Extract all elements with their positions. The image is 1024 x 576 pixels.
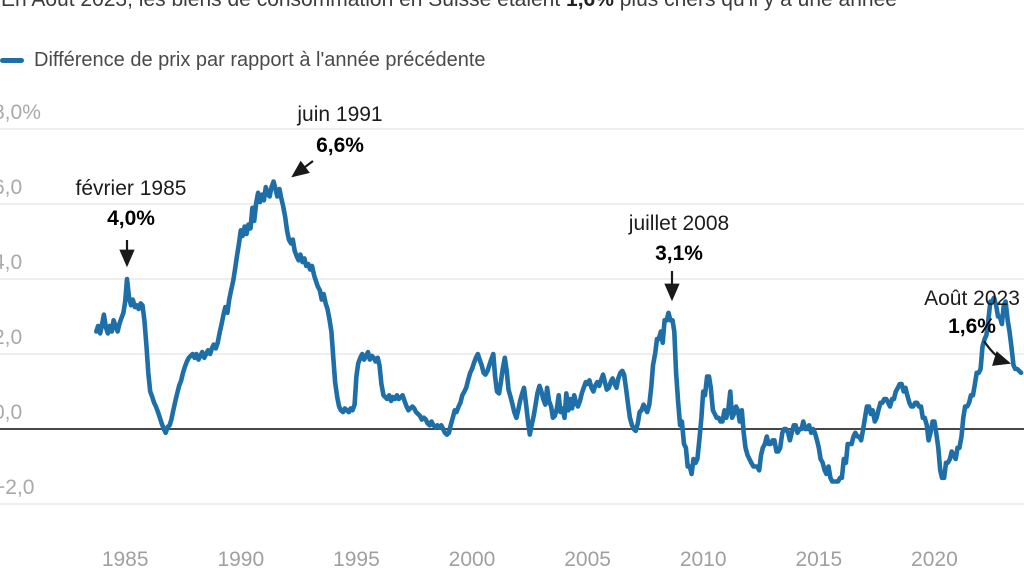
y-tick-label: −2,0	[0, 476, 35, 499]
y-tick-label: 0,0	[0, 401, 23, 424]
annotation-arrow-jun-1991	[291, 160, 314, 178]
x-tick-label: 2020	[911, 548, 958, 571]
y-tick-label: 4,0	[0, 251, 23, 274]
x-tick-label: 1985	[101, 548, 149, 571]
y-tick-label: 8,0%	[0, 101, 41, 124]
series-line[interactable]	[94, 179, 1024, 484]
x-tick-label: 2005	[564, 548, 611, 571]
legend-line-swatch	[0, 57, 24, 63]
annotation-value-jul-2008: 3,1%	[655, 242, 703, 265]
legend: Différence de prix par rapport à l'année…	[0, 47, 486, 73]
x-tick-label: 2000	[448, 548, 496, 571]
x-tick-label: 1995	[333, 548, 380, 571]
y-tick-label: 6,0	[0, 176, 23, 199]
annotation-value-feb-1985: 4,0%	[107, 207, 155, 230]
x-tick-label: 2010	[679, 548, 727, 571]
annotation-value-aug-2023: 1,6%	[948, 315, 996, 338]
chart-title: En Août 2023, les biens de consommation …	[1, 0, 897, 12]
annotation-value-jun-1991: 6,6%	[316, 134, 364, 157]
y-tick-label: 2,0	[0, 326, 23, 349]
annotation-arrow-aug-2023	[983, 340, 1012, 366]
annotation-date-aug-2023: Août 2023	[924, 287, 1020, 310]
annotation-date-jun-1991: juin 1991	[297, 103, 383, 126]
legend-label: Différence de prix par rapport à l'année…	[34, 48, 486, 71]
chart-title-text-end: plus chers qu'il y a une année	[614, 0, 897, 11]
gridlines	[0, 128, 1024, 505]
x-tick-label: 1990	[217, 548, 265, 571]
annotation-date-feb-1985: février 1985	[75, 177, 187, 200]
annotation-date-jul-2008: juillet 2008	[628, 212, 730, 235]
chart-title-text: En Août 2023, les biens de consommation …	[1, 0, 566, 11]
chart-title-highlight: 1,6%	[566, 0, 614, 11]
x-tick-label: 2015	[795, 548, 843, 571]
annotation-arrows	[119, 160, 1012, 366]
